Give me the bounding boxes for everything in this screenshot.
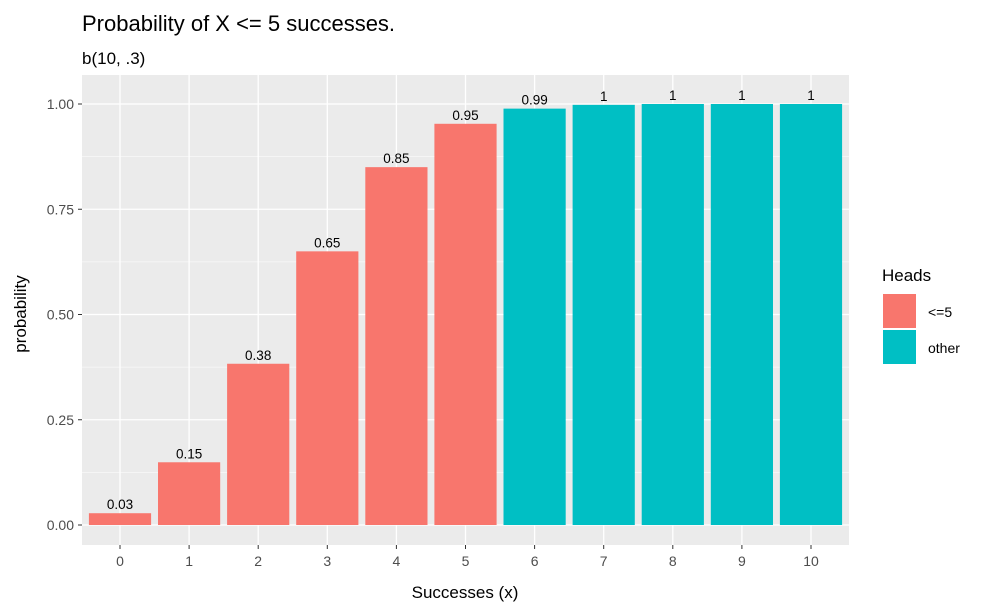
- bar-10: [779, 104, 843, 525]
- x-tick-label: 0: [116, 553, 124, 569]
- chart-subtitle: b(10, .3): [82, 49, 145, 68]
- x-tick-label: 8: [669, 553, 677, 569]
- bar-label: 0.65: [314, 235, 340, 250]
- x-axis-title: Successes (x): [412, 583, 519, 602]
- bar-label: 1: [600, 89, 608, 104]
- y-tick-label: 0.75: [47, 201, 74, 217]
- bar-label: 0.38: [245, 348, 271, 363]
- bar-5: [434, 123, 497, 526]
- bar-0: [88, 513, 152, 525]
- bar-label: 0.95: [452, 108, 478, 123]
- legend: Heads <=5 other: [882, 266, 960, 364]
- bar-7: [572, 104, 635, 525]
- legend-title: Heads: [882, 266, 931, 285]
- bar-label: 0.03: [107, 497, 133, 512]
- x-tick-label: 1: [185, 553, 193, 569]
- bar-1: [158, 462, 221, 525]
- bar-label: 1: [807, 88, 815, 103]
- x-tick-label: 10: [803, 553, 819, 569]
- y-axis: 0.00 0.25 0.50 0.75 1.00: [47, 96, 82, 533]
- x-tick-label: 3: [323, 553, 331, 569]
- x-axis: 0 1 2 3 4 5 6 7 8 9 10: [116, 545, 819, 569]
- bar-label: 0.99: [521, 93, 547, 108]
- bar-labels: 0.03 0.15 0.38 0.65 0.85 0.95 0.99 1 1 1 1: [107, 88, 815, 512]
- x-tick-label: 6: [531, 553, 539, 569]
- x-tick-label: 2: [254, 553, 262, 569]
- bar-6: [503, 108, 566, 526]
- y-tick-label: 0.50: [47, 307, 74, 323]
- y-tick-label: 1.00: [47, 96, 74, 112]
- bar-label: 0.15: [176, 446, 202, 461]
- bar-8: [641, 104, 704, 525]
- y-tick-label: 0.25: [47, 412, 74, 428]
- legend-label: <=5: [928, 304, 952, 320]
- bar-label: 1: [669, 88, 677, 103]
- bar-4: [365, 167, 428, 525]
- legend-label: other: [928, 340, 960, 356]
- legend-swatch: [883, 330, 916, 364]
- x-tick-label: 7: [600, 553, 608, 569]
- x-tick-label: 9: [738, 553, 746, 569]
- y-tick-label: 0.00: [47, 517, 74, 533]
- bar-label: 1: [738, 88, 746, 103]
- bars: [88, 104, 843, 526]
- chart-title: Probability of X <= 5 successes.: [82, 11, 395, 36]
- legend-swatch: [883, 294, 916, 328]
- bar-2: [227, 363, 290, 525]
- x-tick-label: 4: [393, 553, 401, 569]
- x-tick-label: 5: [462, 553, 470, 569]
- y-axis-title: probability: [11, 275, 30, 353]
- bar-label: 0.85: [383, 151, 409, 166]
- bar-9: [710, 104, 773, 525]
- bar-3: [296, 251, 359, 525]
